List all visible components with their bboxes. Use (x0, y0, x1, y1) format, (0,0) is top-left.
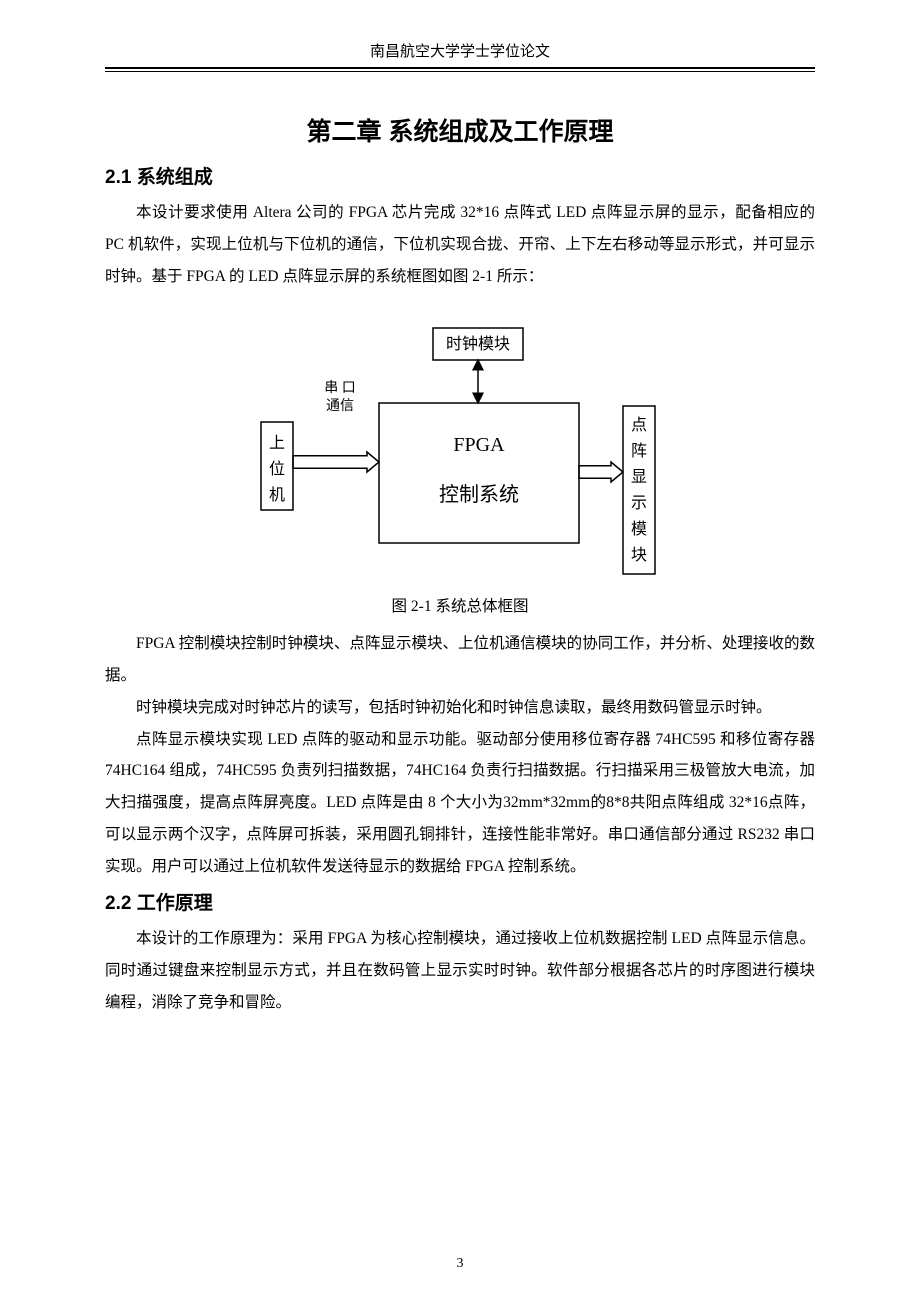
svg-text:串 口: 串 口 (324, 380, 356, 396)
svg-text:块: 块 (631, 546, 647, 564)
paragraph-1: 本设计要求使用 Altera 公司的 FPGA 芯片完成 32*16 点阵式 L… (105, 197, 815, 292)
svg-text:FPGA: FPGA (453, 434, 505, 456)
page-number: 3 (0, 1256, 920, 1272)
svg-text:示: 示 (631, 495, 647, 512)
figure-2-1-diagram: 时钟模块 FPGA 控制系统 上位机 点阵显示模块 串 口通信 (105, 326, 815, 586)
paragraph-4: 点阵显示模块实现 LED 点阵的驱动和显示功能。驱动部分使用移位寄存器 74HC… (105, 724, 815, 883)
svg-text:模: 模 (631, 520, 647, 538)
svg-text:点: 点 (631, 416, 647, 434)
page-header: 南昌航空大学学士学位论文 (105, 40, 815, 67)
svg-text:上: 上 (269, 434, 285, 452)
svg-text:时钟模块: 时钟模块 (446, 335, 510, 353)
svg-text:阵: 阵 (631, 442, 647, 460)
svg-text:位: 位 (269, 460, 285, 478)
svg-text:机: 机 (269, 486, 285, 504)
svg-text:控制系统: 控制系统 (439, 483, 519, 506)
section-2-2-title: 2.2 工作原理 (105, 888, 815, 915)
section-2-1-title: 2.1 系统组成 (105, 162, 815, 189)
paragraph-2: FPGA 控制模块控制时钟模块、点阵显示模块、上位机通信模块的协同工作，并分析、… (105, 628, 815, 692)
paragraph-5: 本设计的工作原理为：采用 FPGA 为核心控制模块，通过接收上位机数据控制 LE… (105, 923, 815, 1018)
chapter-title: 第二章 系统组成及工作原理 (105, 112, 815, 148)
paragraph-3: 时钟模块完成对时钟芯片的读写，包括时钟初始化和时钟信息读取，最终用数码管显示时钟… (105, 692, 815, 724)
header-rule-thin (105, 71, 815, 72)
svg-text:通信: 通信 (326, 398, 354, 414)
header-rule-thick (105, 67, 815, 69)
figure-2-1-caption: 图 2-1 系统总体框图 (105, 594, 815, 616)
svg-text:显: 显 (631, 469, 647, 486)
